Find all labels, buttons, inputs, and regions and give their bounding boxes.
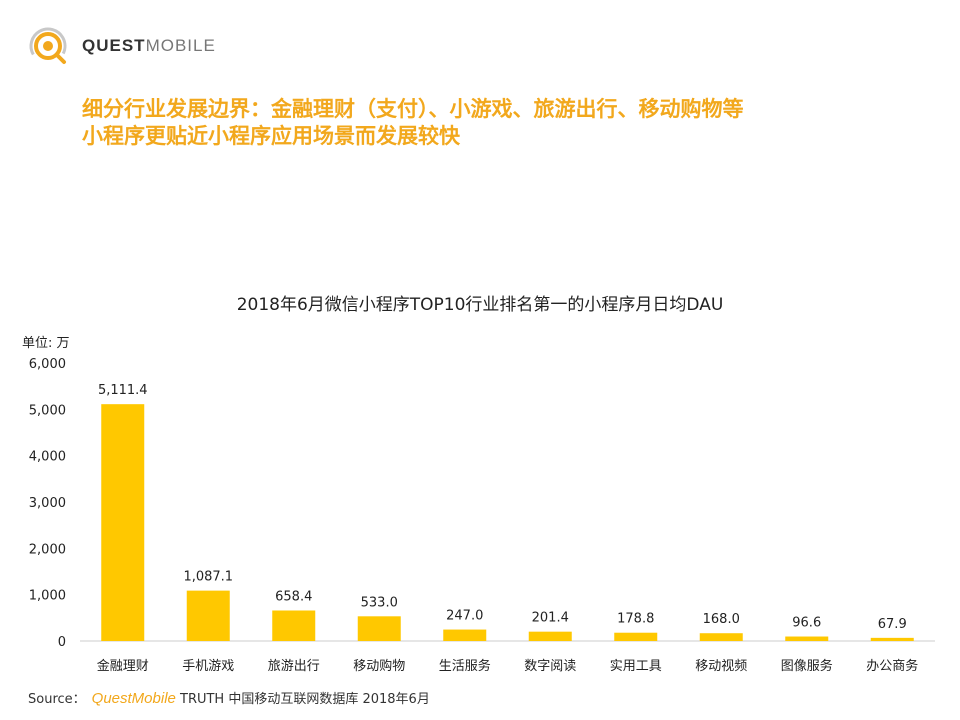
logo-wordmark: QUESTMOBILE <box>82 36 216 56</box>
y-tick-label: 4,000 <box>29 450 66 465</box>
y-tick-label: 5,000 <box>29 403 66 418</box>
bar-value-label: 533.0 <box>361 595 398 610</box>
bar-value-label: 168.0 <box>703 612 740 627</box>
y-tick-label: 6,000 <box>29 357 66 372</box>
x-category-label: 实用工具 <box>610 659 662 674</box>
bar-value-label: 96.6 <box>792 616 821 631</box>
bar-value-label: 247.0 <box>446 609 483 624</box>
x-category-label: 移动视频 <box>695 659 747 674</box>
source-rest: TRUTH 中国移动互联网数据库 2018年6月 <box>175 692 430 707</box>
bar-value-label: 5,111.4 <box>98 383 148 398</box>
bar-value-label: 1,087.1 <box>183 570 233 585</box>
page-headline: 细分行业发展边界：金融理财（支付）、小游戏、旅游出行、移动购物等 小程序更贴近小… <box>82 96 942 150</box>
bar <box>785 636 829 641</box>
x-category-label: 生活服务 <box>439 658 491 674</box>
questmobile-logo-icon <box>29 27 67 65</box>
y-tick-label: 0 <box>58 635 66 650</box>
bar <box>186 590 230 641</box>
logo-text-bold: QUEST <box>82 36 146 55</box>
bar-value-label: 658.4 <box>275 589 312 604</box>
source-brand: QuestMobile <box>91 690 176 707</box>
x-category-label: 移动购物 <box>353 658 405 674</box>
y-tick-label: 3,000 <box>29 496 66 511</box>
bar <box>528 631 572 641</box>
x-category-label: 手机游戏 <box>182 659 234 674</box>
bar <box>870 637 914 641</box>
x-category-label: 数字阅读 <box>524 659 576 674</box>
questmobile-logo: QUESTMOBILE <box>26 22 226 72</box>
bar-value-label: 178.8 <box>617 612 654 627</box>
x-category-label: 旅游出行 <box>268 659 320 674</box>
headline-line-1: 细分行业发展边界：金融理财（支付）、小游戏、旅游出行、移动购物等 <box>82 97 744 121</box>
y-tick-label: 2,000 <box>29 542 66 557</box>
chart-title: 2018年6月微信小程序TOP10行业排名第一的小程序月日均DAU <box>236 295 724 315</box>
y-tick-label: 1,000 <box>29 589 66 604</box>
x-category-label: 金融理财 <box>97 658 149 674</box>
source-note: Source： QuestMobile TRUTH 中国移动互联网数据库 2018… <box>28 688 430 707</box>
bar-value-label: 201.4 <box>532 611 569 626</box>
bar <box>357 616 401 641</box>
bar <box>272 610 316 641</box>
headline-line-2: 小程序更贴近小程序应用场景而发展较快 <box>82 124 460 148</box>
bar <box>443 629 487 641</box>
bar <box>614 632 658 641</box>
bar-value-label: 67.9 <box>878 617 907 632</box>
chart-unit-label: 单位: 万 <box>22 336 70 351</box>
source-prefix: Source： <box>28 692 86 707</box>
x-category-label: 办公商务 <box>866 658 918 674</box>
logo-text-light: MOBILE <box>145 36 216 55</box>
x-category-label: 图像服务 <box>781 658 833 674</box>
bar <box>699 633 743 641</box>
bar <box>101 404 145 641</box>
